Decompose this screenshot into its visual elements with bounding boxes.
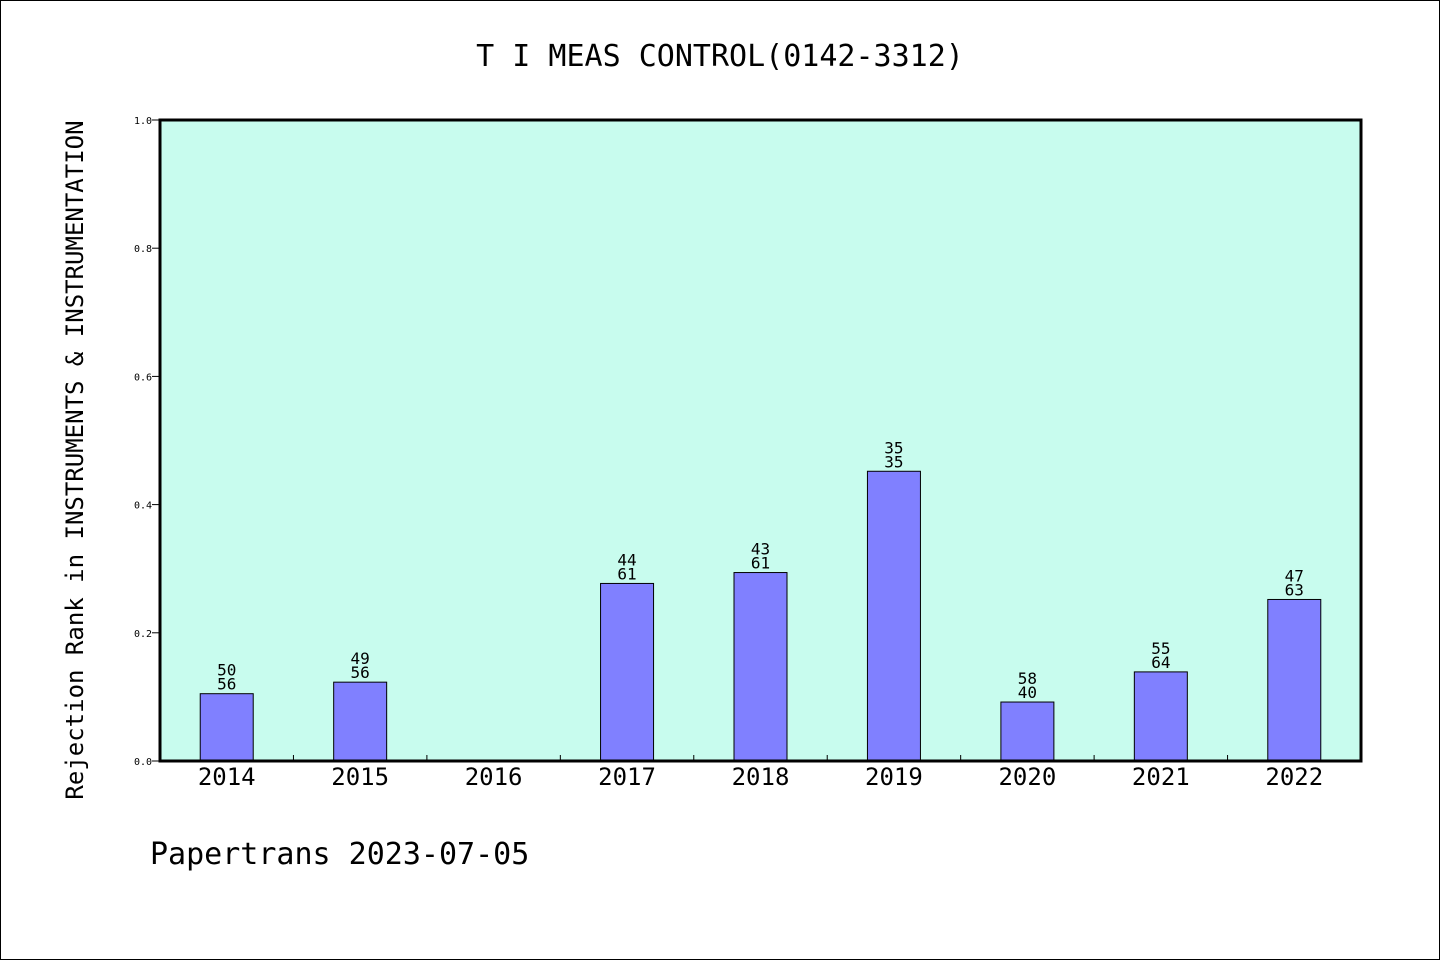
bar-label-bottom: 64 (1151, 653, 1170, 672)
bar-label-top: 43 (751, 540, 770, 559)
bar-label-bottom: 56 (351, 663, 370, 682)
y-axis-ticks: 0.0 0.2 0.4 0.6 0.8 1.0 (134, 116, 160, 768)
y-tick-label: 0.4 (134, 501, 152, 512)
plot-border (158, 118, 1363, 763)
x-tick-label: 2021 (1132, 763, 1190, 791)
y-tick-label: 0.0 (134, 757, 152, 768)
bar (1267, 598, 1322, 762)
x-tick-label: 2015 (331, 763, 389, 791)
y-tick-label: 0.8 (134, 244, 152, 255)
bar-label-top: 47 (1285, 566, 1304, 585)
x-tick-label: 2019 (865, 763, 923, 791)
y-tick-label: 1.0 (134, 116, 152, 127)
bar (733, 572, 788, 762)
x-tick-label: 2014 (198, 763, 256, 791)
bar (1000, 701, 1055, 762)
bar (199, 693, 254, 762)
y-tick-label: 0.6 (134, 372, 152, 383)
y-axis-label: Rejection Rank in INSTRUMENTS & INSTRUME… (61, 120, 89, 799)
x-axis-ticks: 2014 2015 2016 2017 2018 2019 2020 2021 2022 (198, 755, 1323, 791)
source-stamp: Papertrans 2023-07-05 (150, 837, 529, 872)
x-tick-label: 2017 (598, 763, 656, 791)
bar-label-top: 49 (351, 649, 370, 668)
bar-label-bottom: 61 (751, 554, 770, 573)
bar-label-bottom: 40 (1018, 683, 1037, 702)
bar (600, 582, 655, 762)
bar-label-top: 55 (1151, 639, 1170, 658)
bar-label-top: 44 (617, 550, 636, 569)
bar-label-top: 58 (1018, 669, 1037, 688)
bar-label-bottom: 63 (1285, 580, 1304, 599)
y-tick-label: 0.2 (134, 629, 152, 640)
chart-title: T I MEAS CONTROL(0142-3312) (476, 39, 964, 74)
bar (866, 470, 921, 762)
x-tick-label: 2022 (1265, 763, 1323, 791)
x-tick-label: 2020 (998, 763, 1056, 791)
bar (1133, 671, 1188, 762)
bar-label-bottom: 35 (884, 452, 903, 471)
bar-label-bottom: 61 (617, 564, 636, 583)
bar-label-top: 35 (884, 438, 903, 457)
bar (333, 681, 388, 762)
x-tick-label: 2016 (465, 763, 523, 791)
bar-label-bottom: 56 (217, 675, 236, 694)
x-tick-label: 2018 (732, 763, 790, 791)
bar-label-top: 50 (217, 661, 236, 680)
